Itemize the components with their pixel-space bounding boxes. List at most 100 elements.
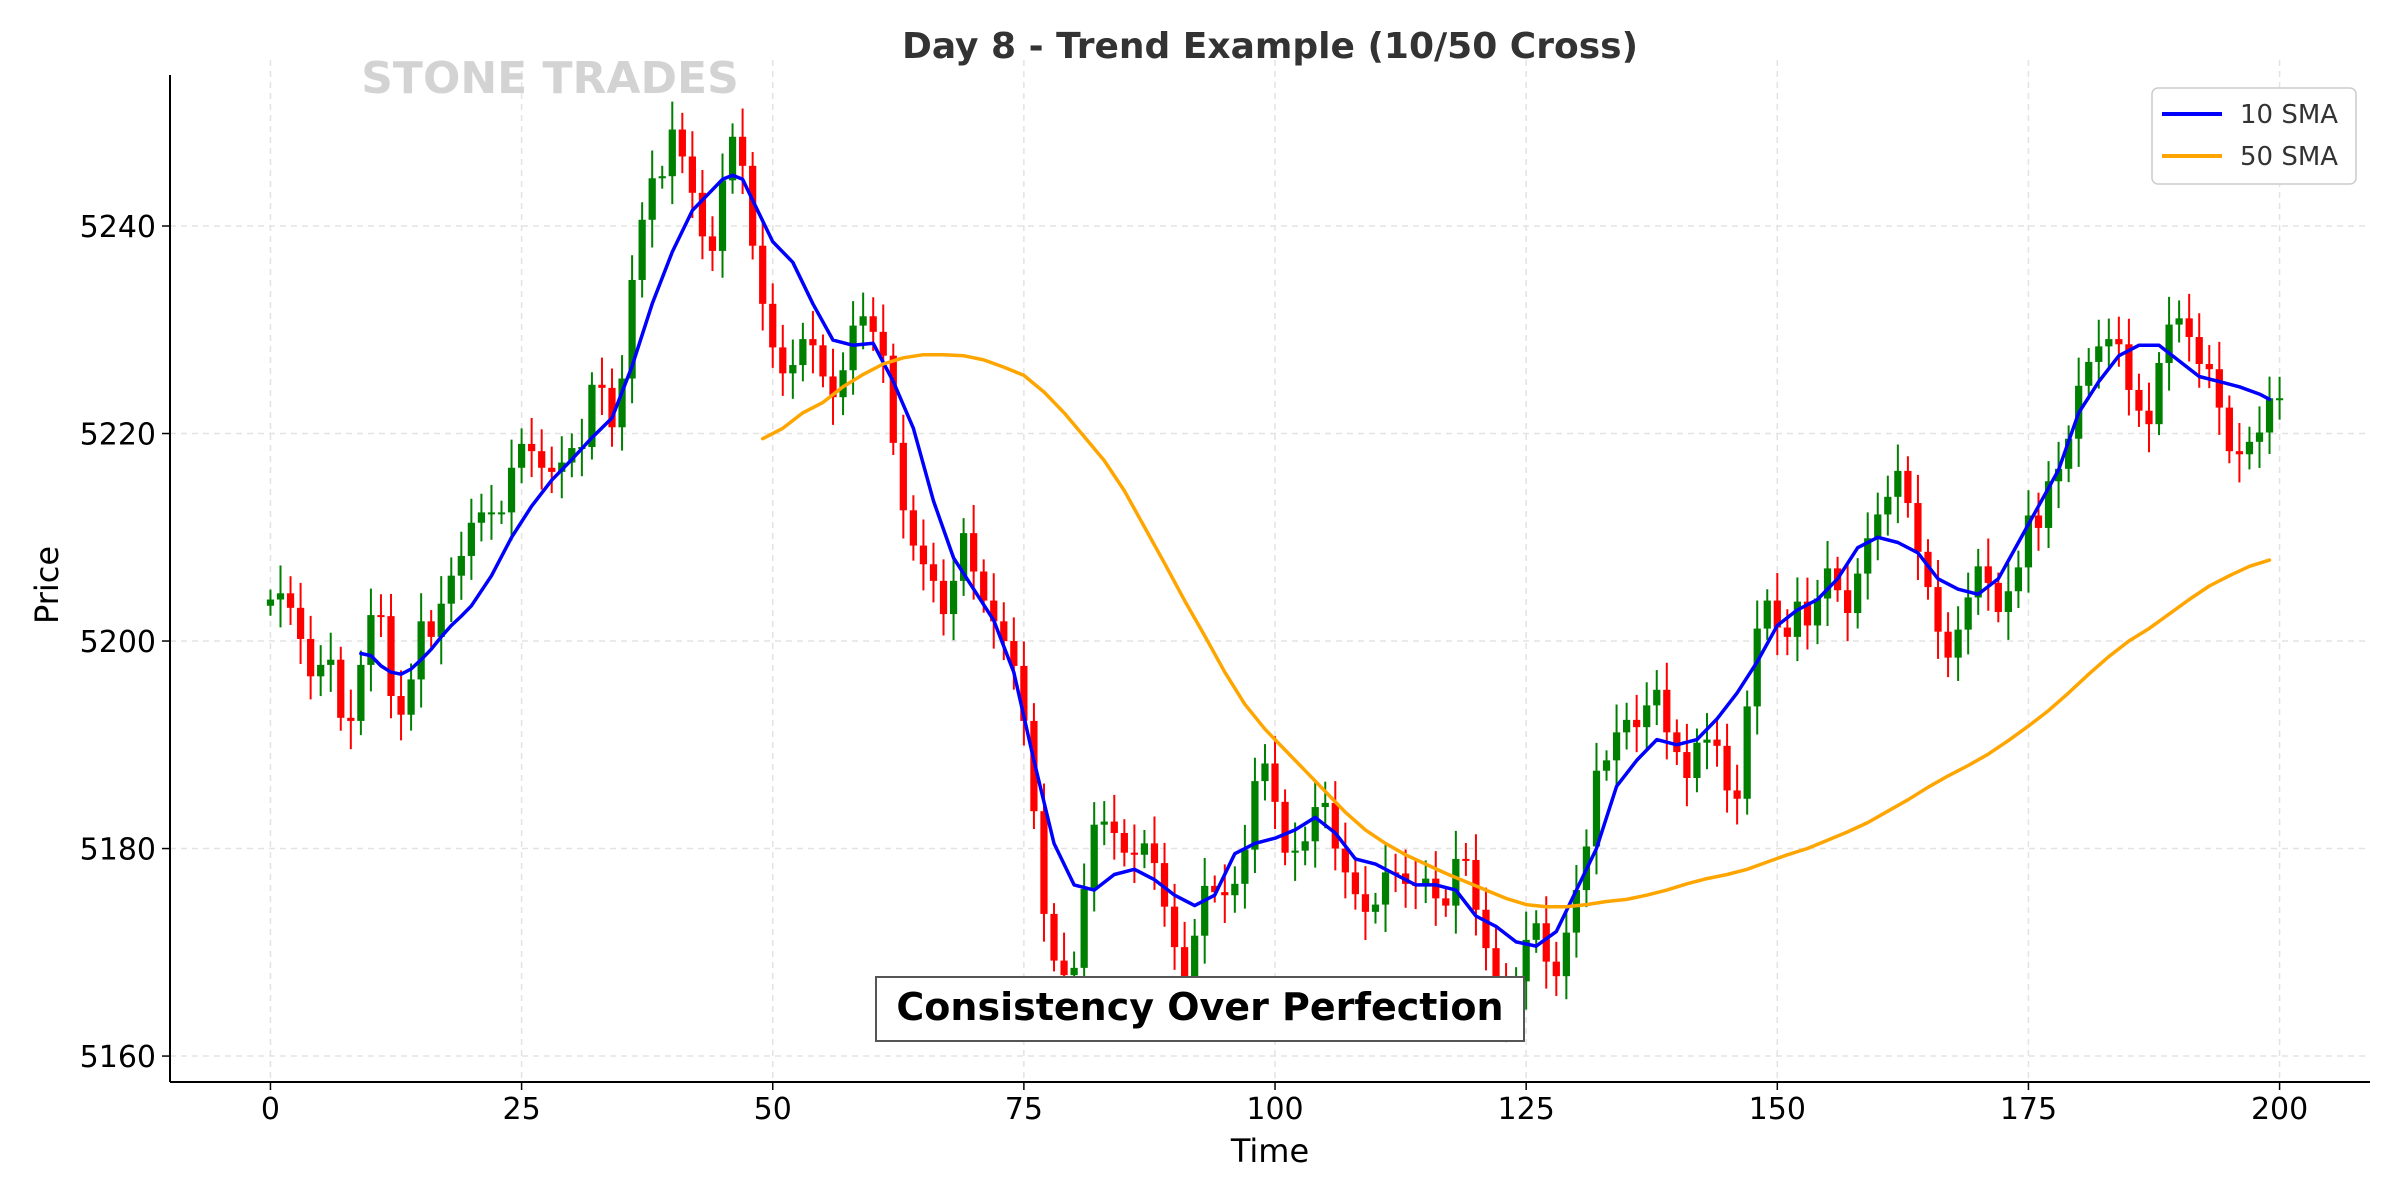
candle-body (708, 236, 717, 251)
y-tick-label: 5180 (80, 833, 156, 868)
candle-body (1522, 939, 1530, 982)
candle-body (718, 180, 727, 251)
candle-body (1261, 763, 1269, 782)
candle-body (457, 555, 465, 576)
candle-body (829, 376, 837, 398)
candle-body (2155, 362, 2163, 425)
candle-body (608, 387, 616, 428)
candle-body (789, 365, 797, 374)
watermark: STONE TRADES (361, 53, 739, 104)
candle-body (2125, 344, 2133, 390)
candle-body (1673, 732, 1681, 753)
candle-body (1180, 947, 1189, 982)
candle-body (2004, 591, 2012, 612)
candle-body (1231, 883, 1239, 896)
y-tick-label: 5220 (80, 418, 156, 453)
x-tick-label: 100 (1246, 1092, 1303, 1127)
candle-body (648, 178, 656, 220)
candle-body (1914, 503, 1922, 552)
candle-body (1633, 719, 1641, 728)
candle-body (1221, 892, 1229, 896)
candle-body (1894, 470, 1902, 497)
candle-body (1120, 832, 1128, 853)
candle-body (1984, 566, 1992, 583)
candle-body (357, 664, 365, 721)
candle-body (1422, 878, 1430, 885)
candle-body (909, 510, 917, 546)
candle-body (1813, 598, 1822, 626)
candle-body (347, 717, 355, 721)
candle-body (1653, 689, 1661, 706)
candle-body (568, 448, 576, 463)
candle-body (879, 331, 887, 356)
candle-body (1542, 923, 1550, 962)
candle-body (1783, 627, 1791, 637)
y-tick-label: 5160 (80, 1040, 156, 1075)
candle-body (1201, 885, 1209, 936)
candle-body (1733, 790, 1741, 799)
candle-body (889, 355, 897, 443)
candle-body (779, 347, 787, 374)
candle-body (1552, 961, 1560, 977)
candle-body (2185, 318, 2193, 338)
candle-body (738, 136, 747, 166)
candle-body (1713, 739, 1721, 746)
candle-body (688, 156, 696, 193)
candle-body (307, 638, 315, 677)
candle-body (437, 603, 445, 637)
candle-body (2205, 364, 2213, 370)
candle-body (1000, 621, 1008, 642)
annotation-box (875, 976, 1525, 1042)
candle-body (286, 593, 295, 608)
candle-body (839, 370, 847, 398)
candle-body (1462, 858, 1470, 861)
candle-body (1341, 848, 1349, 873)
candle-body (1924, 551, 1932, 588)
candle-body (387, 616, 395, 697)
candle-body (949, 580, 958, 615)
candle-body (2135, 389, 2143, 411)
candle-body (487, 512, 496, 515)
candle-body (1321, 802, 1329, 808)
chart-title: Day 8 - Trend Example (10/50 Cross) (902, 26, 1638, 67)
candle-body (558, 462, 566, 472)
y-tick-label: 5240 (80, 210, 156, 245)
candle-body (1492, 948, 1500, 990)
candle-body (1191, 935, 1199, 982)
candle-body (849, 325, 857, 371)
candle-body (2235, 451, 2244, 455)
candle-body (919, 545, 928, 565)
candle-body (2215, 369, 2223, 408)
candle-body (2054, 468, 2063, 482)
x-tick-label: 0 (261, 1092, 280, 1127)
candle-body (317, 664, 325, 677)
y-axis-label: Price (28, 546, 66, 624)
candle-body (1683, 752, 1691, 778)
candle-body (1381, 872, 1390, 905)
candle-body (769, 303, 777, 348)
candle-body (1110, 821, 1118, 833)
candle-body (809, 339, 817, 346)
sma-lines (359, 173, 2272, 948)
candle-body (1884, 496, 1892, 515)
candle-body (397, 696, 405, 715)
legend-label: 50 SMA (2240, 142, 2338, 172)
candle-body (1854, 573, 1862, 614)
candle-body (698, 192, 707, 237)
candle-body (2195, 337, 2203, 365)
candle-body (1693, 742, 1701, 778)
50-sma-line (760, 352, 2272, 909)
candle-body (1371, 904, 1380, 912)
candle-body (507, 467, 516, 513)
candle-body (2095, 346, 2103, 362)
candle-body (1763, 600, 1771, 629)
candle-body (1562, 932, 1570, 977)
candle-body (2024, 515, 2033, 568)
candle-body (1090, 824, 1098, 890)
candle-body (1974, 566, 1982, 598)
candle-body (1532, 923, 1540, 940)
candle-body (497, 512, 506, 515)
candle-body (517, 443, 526, 468)
candle-body (2065, 438, 2073, 469)
candle-body (427, 621, 435, 637)
